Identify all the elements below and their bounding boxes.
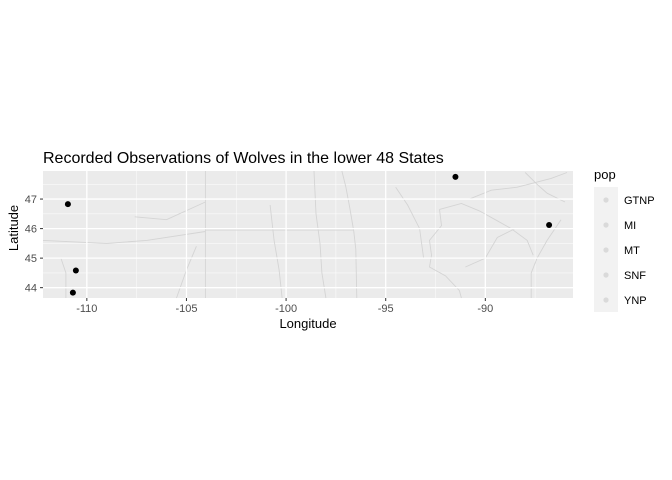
legend-label: MT [624, 245, 640, 257]
state-boundary-map [42, 170, 568, 299]
observation-point [546, 222, 553, 229]
x-tick-label: -100 [275, 303, 297, 315]
legend-key [603, 297, 609, 303]
map-boundary-line [269, 204, 283, 299]
observation-point [72, 267, 79, 274]
legend-label: MI [624, 220, 636, 232]
map-boundary-line [134, 201, 206, 221]
x-tick-label: -95 [378, 303, 394, 315]
major-gridlines [43, 171, 573, 298]
map-boundary-line [395, 186, 425, 259]
map-boundary-line [341, 170, 358, 299]
legend-key [603, 222, 609, 228]
map-boundary-line [42, 231, 206, 244]
map-boundary-line [439, 203, 534, 256]
observation-points [64, 173, 553, 296]
observation-point [452, 173, 459, 180]
plot-panel [43, 171, 573, 298]
observation-point [69, 289, 76, 296]
chart-title: Recorded Observations of Wolves in the l… [43, 150, 444, 167]
legend: pop GTNP MI MT SNF YNP [594, 167, 655, 312]
map-boundary-line [524, 172, 566, 203]
y-axis-title: Latitude [6, 205, 21, 251]
map-boundary-line [469, 172, 568, 200]
legend-key [603, 197, 609, 203]
map-boundary-line [465, 228, 516, 268]
y-tick-label: 46 [25, 224, 37, 236]
legend-label: GTNP [624, 195, 655, 207]
legend-label: SNF [624, 270, 646, 282]
minor-gridlines [43, 171, 573, 298]
legend-label: YNP [624, 295, 647, 307]
observation-point [64, 201, 71, 208]
x-tick-label: -105 [175, 303, 197, 315]
x-tick-label: -90 [477, 303, 493, 315]
x-axis-ticks: -110 -105 -100 -95 -90 [76, 298, 493, 315]
x-tick-label: -110 [76, 303, 97, 315]
y-tick-label: 44 [25, 283, 37, 295]
x-axis-title: Longitude [279, 316, 336, 331]
y-tick-label: 47 [25, 194, 37, 206]
y-axis-ticks: 44 45 46 47 [25, 194, 43, 295]
legend-title: pop [594, 167, 616, 182]
legend-key [603, 247, 609, 253]
y-tick-label: 45 [25, 253, 37, 265]
legend-key [603, 272, 609, 278]
map-boundary-line [60, 257, 67, 298]
